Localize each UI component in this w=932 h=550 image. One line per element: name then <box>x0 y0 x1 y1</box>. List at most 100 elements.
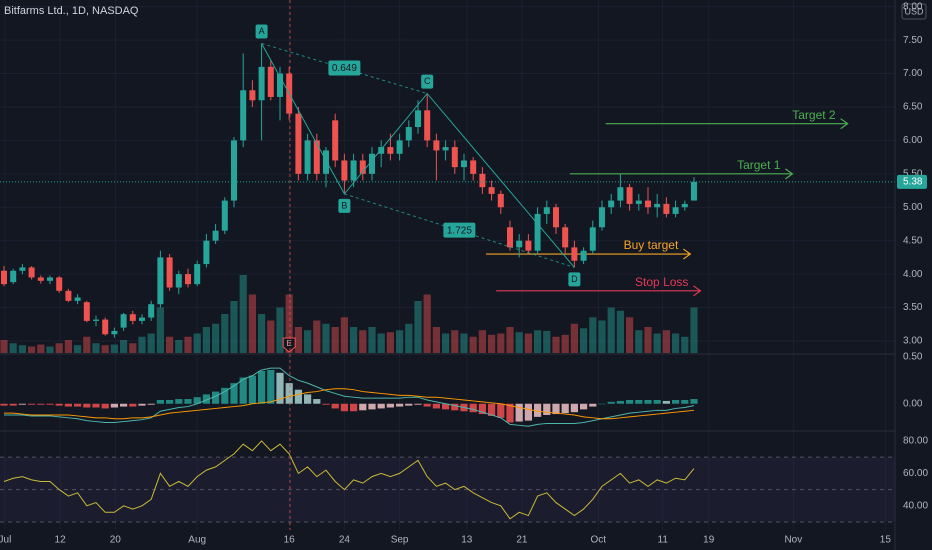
macd-histogram <box>469 403 477 413</box>
volume-bar <box>101 345 109 353</box>
candle-body <box>83 302 90 321</box>
macd-histogram <box>110 403 118 408</box>
volume-bar <box>359 330 367 353</box>
candle-body <box>37 277 44 281</box>
pattern-line <box>261 43 575 268</box>
candle-body <box>598 207 605 228</box>
candle-body <box>442 147 449 151</box>
volume-bar <box>46 346 54 353</box>
macd-histogram <box>405 403 413 406</box>
volume-bar <box>552 336 560 353</box>
volume-bar <box>230 301 238 353</box>
volume-bar <box>543 330 551 353</box>
macd-histogram <box>193 397 201 404</box>
last-price-box <box>897 174 927 189</box>
volume-bar <box>487 334 496 353</box>
macd-histogram <box>257 370 266 404</box>
volume-bar <box>221 314 229 353</box>
level-label: Target 2 <box>792 108 836 122</box>
candle-body <box>28 267 35 278</box>
macd-histogram <box>165 400 174 404</box>
macd-histogram <box>28 403 36 405</box>
volume-bar <box>644 327 652 353</box>
candle-body <box>322 150 329 174</box>
level-arrow <box>785 168 794 180</box>
volume-bar <box>377 333 385 353</box>
macd-histogram <box>267 370 275 404</box>
level-arrow <box>682 248 692 260</box>
volume-bar <box>129 343 137 353</box>
x-tick-label: 12 <box>55 535 67 546</box>
macd-histogram <box>414 403 422 405</box>
volume-bar <box>662 330 670 353</box>
macd-histogram <box>377 403 385 409</box>
macd-histogram <box>184 399 192 404</box>
rsi-line <box>3 440 695 520</box>
ratio-box <box>328 60 361 76</box>
macd-histogram <box>625 400 634 404</box>
last-price-label: 5.38 <box>903 176 923 187</box>
volume-bar <box>368 327 376 353</box>
point-label: D <box>571 274 578 284</box>
candle-body <box>359 160 366 174</box>
macd-histogram <box>64 403 73 407</box>
volume-bar <box>414 301 422 353</box>
macd-histogram <box>18 403 27 405</box>
level-arrow <box>840 118 849 130</box>
macd-histogram <box>552 403 560 415</box>
macd-histogram <box>9 403 17 406</box>
candle-body <box>148 304 155 318</box>
candle-body <box>212 230 219 241</box>
chart-title: Bitfarms Ltd., 1D, NASDAQ <box>4 5 139 17</box>
x-tick-label: 13 <box>461 535 473 546</box>
candle-body <box>460 160 467 168</box>
candle-body <box>516 240 523 248</box>
candle-body <box>92 319 99 321</box>
volume-bar <box>478 330 486 353</box>
macd-histogram <box>432 403 440 409</box>
volume-bar <box>322 323 330 353</box>
macd-histogram <box>230 383 238 404</box>
candle-body <box>221 200 228 231</box>
volume-bar <box>184 336 192 353</box>
ratio-box <box>443 222 476 238</box>
volume-bar <box>175 340 183 353</box>
currency: USD <box>904 6 924 16</box>
y-tick-label: 5.00 <box>903 202 923 213</box>
volume-bar <box>635 330 643 353</box>
candle-body <box>120 314 127 328</box>
candle-body <box>488 187 495 194</box>
volume-bar <box>267 320 275 353</box>
macd-histogram <box>55 403 63 406</box>
macd-histogram <box>644 400 652 404</box>
volume-bar <box>460 333 468 353</box>
volume-bar <box>248 294 256 353</box>
candle-body <box>249 90 256 101</box>
level-label: Buy target <box>624 238 679 252</box>
macd-histogram <box>451 403 459 411</box>
candle-body <box>405 127 412 141</box>
candle-body <box>230 140 237 201</box>
candle-body <box>19 267 26 271</box>
macd-histogram <box>119 403 128 407</box>
volume-bar <box>497 333 505 353</box>
volume-bar <box>616 310 624 353</box>
y-tick-label: 0.00 <box>903 398 923 409</box>
candle-body <box>644 200 651 208</box>
candle-body <box>74 297 81 301</box>
volume-bar <box>193 333 201 353</box>
candle-body <box>203 240 210 265</box>
volume-bar <box>74 345 82 353</box>
candle-body <box>690 181 697 201</box>
macd-histogram <box>221 387 229 404</box>
candle-body <box>65 290 72 301</box>
currency-box <box>901 3 927 20</box>
candle-body <box>635 200 642 204</box>
macd-histogram <box>506 403 514 423</box>
candle-body <box>552 207 559 228</box>
volume-bar <box>92 343 100 353</box>
volume-bar <box>515 332 523 353</box>
volume-bar <box>18 345 27 353</box>
point-label: B <box>341 200 347 210</box>
